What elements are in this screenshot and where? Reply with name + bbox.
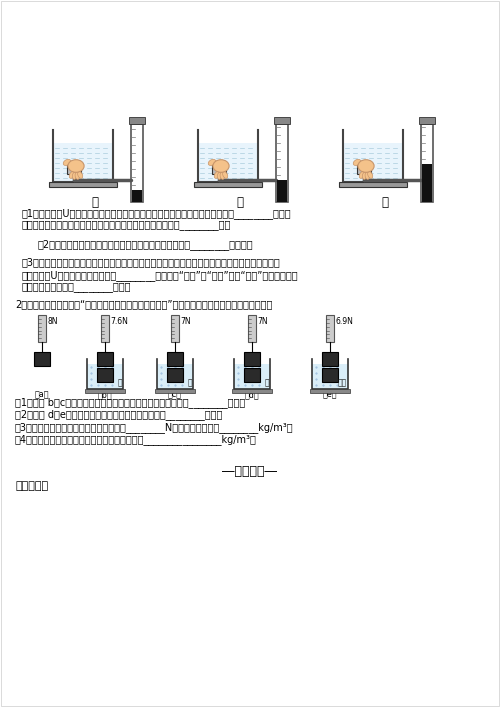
Bar	[421, 124, 433, 202]
Bar	[322, 352, 338, 366]
Bar	[85, 389, 125, 393]
Bar	[310, 389, 350, 393]
Bar	[171, 315, 179, 342]
Bar	[244, 352, 260, 366]
Ellipse shape	[222, 172, 228, 178]
Text: （3）该物体浸没在水中所受浮力的大小为________N，该物体的密度是________kg/m³；: （3）该物体浸没在水中所受浮力的大小为________N，该物体的密度是____…	[15, 422, 293, 433]
Text: 由上述实验可得：液体内部同一深度向各个方向的压强大小是________的。: 由上述实验可得：液体内部同一深度向各个方向的压强大小是________的。	[22, 221, 232, 230]
Bar	[97, 352, 113, 366]
Ellipse shape	[362, 173, 367, 180]
Text: 2、如图所示，是某同学“探究浮力的大小与哪些因素有关”的实验，根据实验过程回答下列问题。: 2、如图所示，是某同学“探究浮力的大小与哪些因素有关”的实验，根据实验过程回答下…	[15, 299, 272, 309]
Ellipse shape	[63, 159, 71, 165]
Bar	[419, 117, 435, 124]
Bar	[194, 182, 262, 187]
Text: 6.9N: 6.9N	[335, 317, 353, 326]
Ellipse shape	[213, 160, 229, 173]
Text: （d）: （d）	[244, 390, 260, 399]
Ellipse shape	[75, 173, 80, 180]
Bar	[232, 389, 272, 393]
Text: 同深度，则U形管两侧液面的高度差________（选填：“变大”、“变小”、或“不变”）；说明液体: 同深度，则U形管两侧液面的高度差________（选填：“变大”、“变小”、或“…	[22, 270, 298, 281]
Text: 8N: 8N	[47, 317, 58, 326]
Text: 水: 水	[264, 378, 269, 387]
Text: 乙: 乙	[236, 196, 244, 209]
Bar	[326, 315, 334, 342]
Bar	[157, 363, 193, 389]
Bar	[277, 180, 287, 202]
Text: （1）要观察到U形管两侧液面的高度差相等，必须控制金属盒面的中心在水中的________相等，: （1）要观察到U形管两侧液面的高度差相等，必须控制金属盒面的中心在水中的____…	[22, 208, 291, 219]
Text: 一、单选题: 一、单选题	[15, 481, 48, 491]
Bar	[97, 368, 113, 382]
Ellipse shape	[218, 173, 222, 180]
Ellipse shape	[208, 159, 216, 165]
Ellipse shape	[220, 173, 224, 180]
Text: 盐水: 盐水	[338, 378, 347, 387]
Bar	[167, 352, 183, 366]
Text: 水: 水	[188, 378, 192, 387]
Ellipse shape	[358, 160, 374, 173]
Ellipse shape	[353, 159, 361, 165]
Bar	[155, 389, 195, 393]
Ellipse shape	[368, 172, 372, 178]
Bar	[67, 164, 81, 174]
Bar	[339, 182, 407, 187]
Text: 丙: 丙	[382, 196, 388, 209]
Text: 7N: 7N	[257, 317, 268, 326]
Bar	[129, 117, 145, 124]
Bar	[357, 164, 371, 174]
Text: （e）: （e）	[323, 390, 337, 399]
Bar	[49, 182, 117, 187]
Ellipse shape	[72, 173, 77, 180]
Bar	[87, 363, 123, 389]
Text: （1）观察 b、c两图可得物体所受浮力的大小与物体排开液体的________有关；: （1）观察 b、c两图可得物体所受浮力的大小与物体排开液体的________有关…	[15, 397, 245, 408]
Bar	[34, 352, 50, 366]
Ellipse shape	[365, 173, 370, 180]
Bar	[38, 315, 46, 342]
Ellipse shape	[70, 172, 74, 178]
Bar	[131, 124, 143, 202]
Text: （b）: （b）	[98, 390, 112, 399]
Bar	[234, 363, 270, 389]
Bar	[244, 368, 260, 382]
Bar	[312, 363, 348, 389]
Bar	[212, 164, 226, 174]
Text: 内部的压强与液体的________有关。: 内部的压强与液体的________有关。	[22, 283, 132, 293]
Text: （a）: （a）	[35, 390, 49, 399]
Bar	[274, 117, 290, 124]
Text: ―参考答案―: ―参考答案―	[222, 465, 278, 478]
Bar	[198, 143, 258, 182]
Text: （2）不增加器材，用这套装置还可以探究液体内部压强与________的关系。: （2）不增加器材，用这套装置还可以探究液体内部压强与________的关系。	[38, 239, 254, 250]
Text: 甲: 甲	[92, 196, 98, 209]
Ellipse shape	[78, 172, 82, 178]
Text: 7.6N: 7.6N	[110, 317, 128, 326]
Text: （4）观察以上实验，分析数据可知盐水的密度是________________kg/m³。: （4）观察以上实验，分析数据可知盐水的密度是________________kg…	[15, 435, 257, 445]
Bar	[53, 143, 113, 182]
Bar	[422, 164, 432, 202]
Bar	[322, 368, 338, 382]
Text: 水: 水	[118, 378, 122, 387]
Ellipse shape	[214, 172, 220, 178]
Bar	[248, 315, 256, 342]
Text: 7N: 7N	[180, 317, 190, 326]
Bar	[132, 190, 142, 202]
Bar	[101, 315, 109, 342]
Text: （3）若将丙图中的水换为浓盐水（浓盐水的密度大于水的密度），并使金属盒处于两种液体中的相: （3）若将丙图中的水换为浓盐水（浓盐水的密度大于水的密度），并使金属盒处于两种液…	[22, 257, 281, 267]
Bar	[276, 124, 288, 202]
Ellipse shape	[360, 172, 364, 178]
Bar	[343, 143, 403, 182]
Text: （c）: （c）	[168, 390, 182, 399]
Text: （2）观察 d、e两图可得物体所受浮力的大小与液体的________有关；: （2）观察 d、e两图可得物体所受浮力的大小与液体的________有关；	[15, 409, 223, 421]
Ellipse shape	[68, 160, 84, 173]
Bar	[167, 368, 183, 382]
